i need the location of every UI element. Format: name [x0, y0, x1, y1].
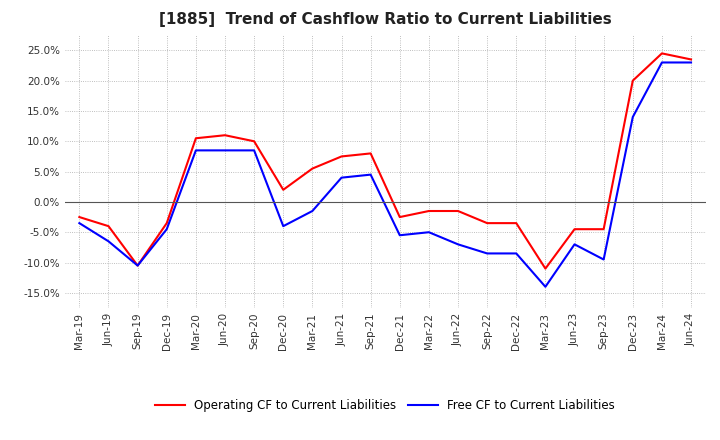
Free CF to Current Liabilities [657, 60, 666, 65]
Free CF to Current Liabilities [687, 60, 696, 65]
Free CF to Current Liabilities [279, 224, 287, 229]
Title: [1885]  Trend of Cashflow Ratio to Current Liabilities: [1885] Trend of Cashflow Ratio to Curren… [159, 12, 611, 27]
Operating CF to Current Liabilities [308, 166, 317, 171]
Operating CF to Current Liabilities [279, 187, 287, 192]
Free CF to Current Liabilities [454, 242, 462, 247]
Operating CF to Current Liabilities [366, 151, 375, 156]
Free CF to Current Liabilities [104, 238, 113, 244]
Operating CF to Current Liabilities [395, 214, 404, 220]
Operating CF to Current Liabilities [133, 263, 142, 268]
Line: Free CF to Current Liabilities: Free CF to Current Liabilities [79, 62, 691, 287]
Free CF to Current Liabilities [366, 172, 375, 177]
Operating CF to Current Liabilities [454, 209, 462, 214]
Free CF to Current Liabilities [629, 114, 637, 120]
Operating CF to Current Liabilities [220, 132, 229, 138]
Free CF to Current Liabilities [599, 257, 608, 262]
Operating CF to Current Liabilities [599, 227, 608, 232]
Operating CF to Current Liabilities [425, 209, 433, 214]
Operating CF to Current Liabilities [657, 51, 666, 56]
Free CF to Current Liabilities [541, 284, 550, 290]
Free CF to Current Liabilities [483, 251, 492, 256]
Operating CF to Current Liabilities [104, 224, 113, 229]
Free CF to Current Liabilities [570, 242, 579, 247]
Free CF to Current Liabilities [425, 230, 433, 235]
Operating CF to Current Liabilities [192, 136, 200, 141]
Operating CF to Current Liabilities [541, 266, 550, 271]
Operating CF to Current Liabilities [250, 139, 258, 144]
Operating CF to Current Liabilities [163, 220, 171, 226]
Free CF to Current Liabilities [192, 148, 200, 153]
Free CF to Current Liabilities [337, 175, 346, 180]
Operating CF to Current Liabilities [570, 227, 579, 232]
Free CF to Current Liabilities [133, 263, 142, 268]
Free CF to Current Liabilities [308, 209, 317, 214]
Operating CF to Current Liabilities [629, 78, 637, 83]
Free CF to Current Liabilities [220, 148, 229, 153]
Operating CF to Current Liabilities [512, 220, 521, 226]
Free CF to Current Liabilities [75, 220, 84, 226]
Operating CF to Current Liabilities [687, 57, 696, 62]
Free CF to Current Liabilities [163, 227, 171, 232]
Operating CF to Current Liabilities [75, 214, 84, 220]
Free CF to Current Liabilities [250, 148, 258, 153]
Operating CF to Current Liabilities [483, 220, 492, 226]
Line: Operating CF to Current Liabilities: Operating CF to Current Liabilities [79, 53, 691, 268]
Legend: Operating CF to Current Liabilities, Free CF to Current Liabilities: Operating CF to Current Liabilities, Fre… [150, 394, 620, 417]
Free CF to Current Liabilities [395, 233, 404, 238]
Operating CF to Current Liabilities [337, 154, 346, 159]
Free CF to Current Liabilities [512, 251, 521, 256]
